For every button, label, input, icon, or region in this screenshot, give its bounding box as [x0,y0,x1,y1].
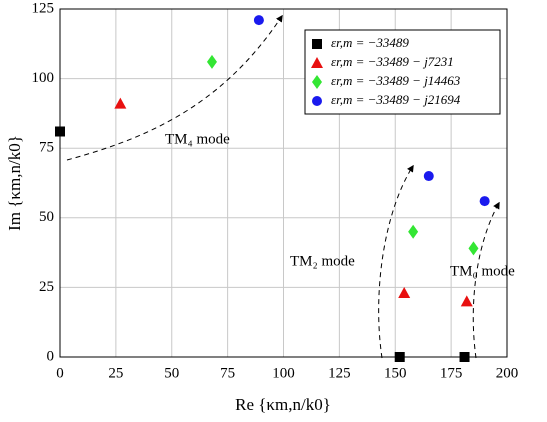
annotation: TM₂ mode [290,253,355,269]
legend-label: εr,m = −33489 − j14463 [331,73,461,88]
marker-square [312,39,322,49]
x-axis-label: Re {κm,n/k0} [235,395,331,414]
marker-triangle [114,97,127,109]
marker-circle [312,96,322,106]
x-tick-label: 100 [272,365,295,381]
y-tick-label: 100 [32,70,55,86]
marker-triangle [398,286,411,298]
arrow [66,14,283,161]
x-tick-label: 25 [108,365,123,381]
y-tick-label: 50 [39,209,54,225]
plot-frame [59,8,508,358]
legend-label: εr,m = −33489 [331,35,409,50]
marker-diamond [468,241,479,256]
marker-diamond [206,54,217,69]
marker-triangle [460,295,473,307]
marker-circle [423,171,434,182]
x-tick-label: 150 [384,365,407,381]
x-tick-label: 125 [328,365,351,381]
y-axis-label: Im {κm,n/k0} [5,135,24,231]
marker-triangle [311,57,323,68]
y-tick-label: 0 [47,348,55,364]
y-tick-label: 75 [39,140,54,156]
x-tick-label: 200 [496,365,519,381]
annotation: TM₄ mode [165,131,230,147]
annotation: TM₀ mode [450,263,515,279]
legend-box [304,29,501,115]
marker-square [55,126,65,137]
marker-circle [253,15,264,26]
marker-square [459,352,470,362]
marker-circle [479,196,490,207]
legend-label: εr,m = −33489 − j7231 [331,54,454,69]
arrow [378,164,414,359]
y-tick-label: 25 [39,279,54,295]
x-tick-label: 175 [440,365,463,381]
arrow [472,201,500,359]
x-tick-label: 50 [164,365,179,381]
marker-diamond [408,224,419,239]
marker-square [394,352,405,362]
x-tick-label: 75 [220,365,235,381]
marker-diamond [312,75,322,89]
legend-label: εr,m = −33489 − j21694 [331,92,461,107]
x-tick-label: 0 [56,365,64,381]
y-tick-label: 125 [32,0,55,16]
